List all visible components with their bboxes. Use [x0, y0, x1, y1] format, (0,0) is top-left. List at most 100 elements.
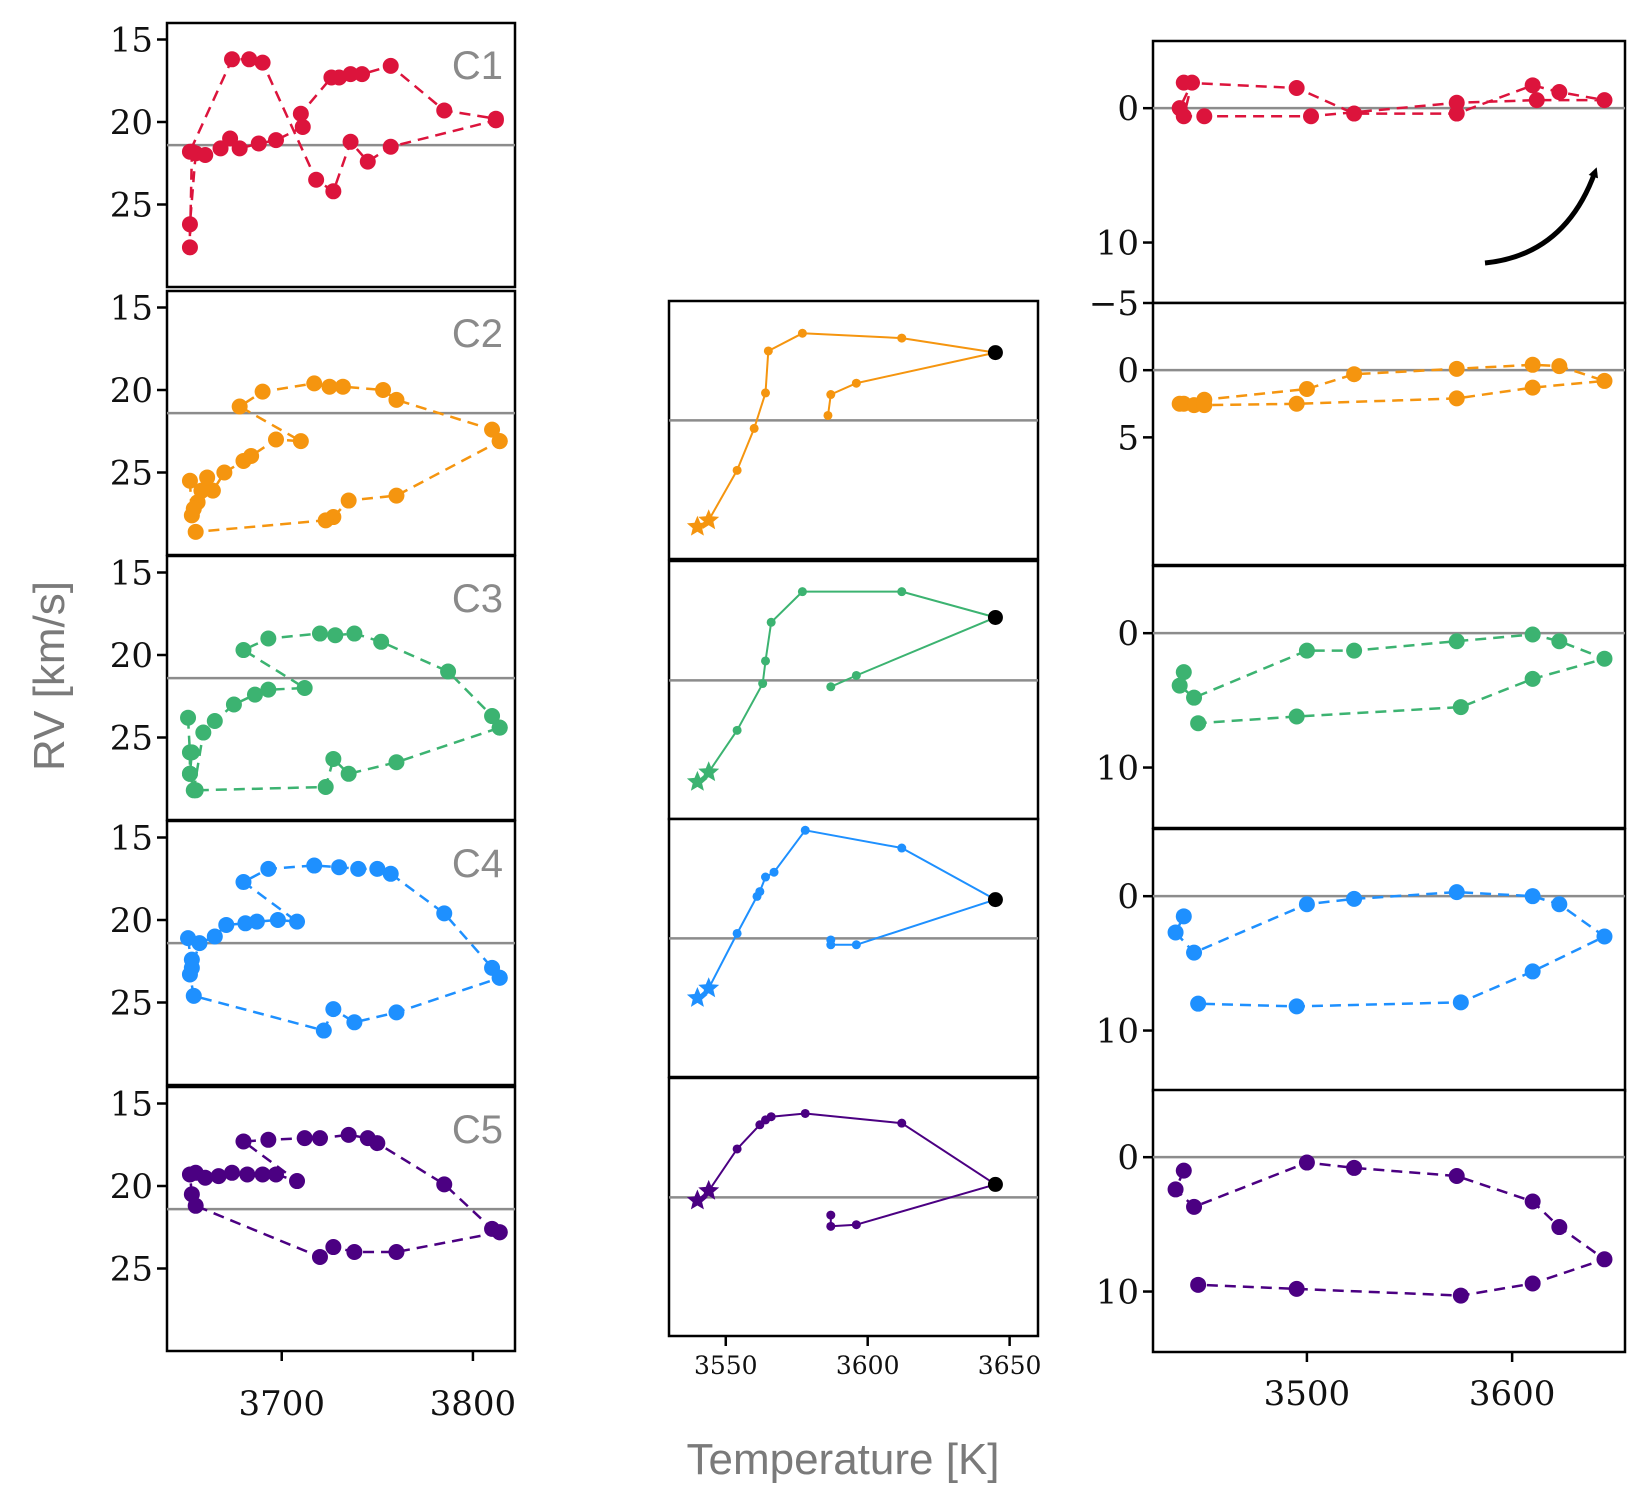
y-tick-label: 15	[110, 21, 153, 61]
data-point	[1551, 633, 1568, 650]
series-line	[696, 332, 997, 528]
data-point	[826, 390, 836, 400]
data-point	[761, 872, 771, 882]
data-point	[487, 112, 504, 129]
data-point	[1551, 84, 1568, 101]
data-point	[1167, 1181, 1184, 1198]
data-point	[1346, 890, 1363, 907]
data-point	[851, 940, 861, 950]
data-point	[732, 928, 742, 938]
data-point	[1186, 1198, 1203, 1215]
data-point	[1596, 92, 1613, 109]
data-point	[1524, 1193, 1541, 1210]
x-axis-label: Temperature [K]	[686, 1435, 999, 1484]
data-point	[1288, 80, 1305, 97]
data-point	[325, 1239, 342, 1256]
y-tick-label: 25	[110, 984, 153, 1024]
data-point	[289, 913, 306, 930]
data-point	[231, 140, 248, 157]
data-point	[1186, 944, 1203, 961]
data-point	[1528, 92, 1545, 109]
data-point	[1596, 372, 1613, 389]
data-point	[296, 1130, 313, 1147]
data-point	[369, 1135, 386, 1152]
panel-left-c2: 15 20 25 C2	[110, 289, 517, 557]
data-point	[197, 147, 214, 163]
x-tick-label: 3700	[238, 1384, 325, 1424]
data-point	[1186, 689, 1203, 706]
data-point	[1551, 896, 1568, 913]
panel-frame	[1151, 39, 1627, 305]
data-point	[800, 825, 810, 835]
panel-right-c4: 0 10	[1096, 827, 1627, 1093]
data-point	[311, 1130, 328, 1147]
panel-right-c5: 0 10 3500 3600	[1096, 1088, 1627, 1414]
data-point	[350, 860, 367, 877]
data-point	[292, 433, 309, 450]
panel-middle-c5: 3550 3600 3650	[667, 1076, 1041, 1380]
panel-frame	[165, 1085, 517, 1353]
panel-left-c4: 15 20 25 C4	[110, 819, 517, 1087]
y-tick-label: 20	[110, 371, 153, 411]
data-point	[826, 935, 836, 945]
panel-middle-c3	[667, 559, 1040, 821]
data-point	[1346, 366, 1363, 383]
data-point	[1448, 360, 1465, 377]
data-point	[1551, 358, 1568, 375]
data-point	[823, 410, 833, 420]
data-point	[267, 132, 284, 149]
y-tick-label: 0	[1117, 351, 1139, 391]
data-point	[292, 105, 309, 122]
data-point	[1524, 1275, 1541, 1292]
data-point	[1303, 108, 1320, 125]
data-point	[382, 57, 399, 74]
data-point	[235, 642, 252, 659]
data-point	[763, 346, 773, 356]
data-point	[732, 725, 742, 735]
panel-left-c1: 15 20 25 C1	[110, 21, 517, 289]
data-point	[388, 487, 405, 504]
panel-frame	[1151, 564, 1627, 830]
data-point	[254, 54, 271, 71]
data-point	[1524, 626, 1541, 643]
data-point	[1596, 650, 1613, 667]
data-point	[436, 905, 453, 922]
panel-tag: C5	[452, 1108, 503, 1152]
data-point	[1524, 77, 1541, 94]
data-point	[897, 843, 907, 853]
data-point	[340, 492, 357, 509]
data-point	[1524, 379, 1541, 396]
data-point	[294, 118, 311, 135]
panel-left-c5: 15 20 25 C5 3700 3800	[110, 1085, 517, 1424]
data-point	[1346, 1159, 1363, 1176]
data-point	[373, 633, 390, 650]
data-point	[216, 464, 233, 481]
data-point	[181, 239, 198, 256]
data-point	[851, 1220, 861, 1230]
data-point	[388, 754, 405, 771]
data-point	[346, 1244, 363, 1260]
data-point	[325, 1001, 342, 1018]
data-point	[224, 1164, 241, 1181]
data-point	[897, 587, 907, 597]
data-point	[334, 378, 351, 395]
data-point	[206, 928, 223, 945]
data-point	[800, 1108, 810, 1118]
data-point	[1346, 642, 1363, 659]
data-point	[183, 951, 200, 968]
data-point	[1298, 896, 1315, 913]
data-point	[797, 587, 807, 597]
end-marker	[987, 892, 1003, 908]
data-point	[1524, 963, 1541, 980]
data-point	[317, 512, 334, 529]
data-point	[218, 916, 235, 933]
panel-middle-c4	[667, 817, 1040, 1079]
panel-frame	[1151, 1088, 1627, 1354]
data-point	[897, 1118, 907, 1128]
panel-middle-c2	[667, 299, 1040, 561]
y-tick-label: −5	[1089, 284, 1139, 324]
data-point	[1171, 677, 1188, 694]
data-point	[1196, 397, 1213, 414]
panel-tag: C3	[452, 577, 503, 621]
data-point	[826, 1210, 836, 1220]
